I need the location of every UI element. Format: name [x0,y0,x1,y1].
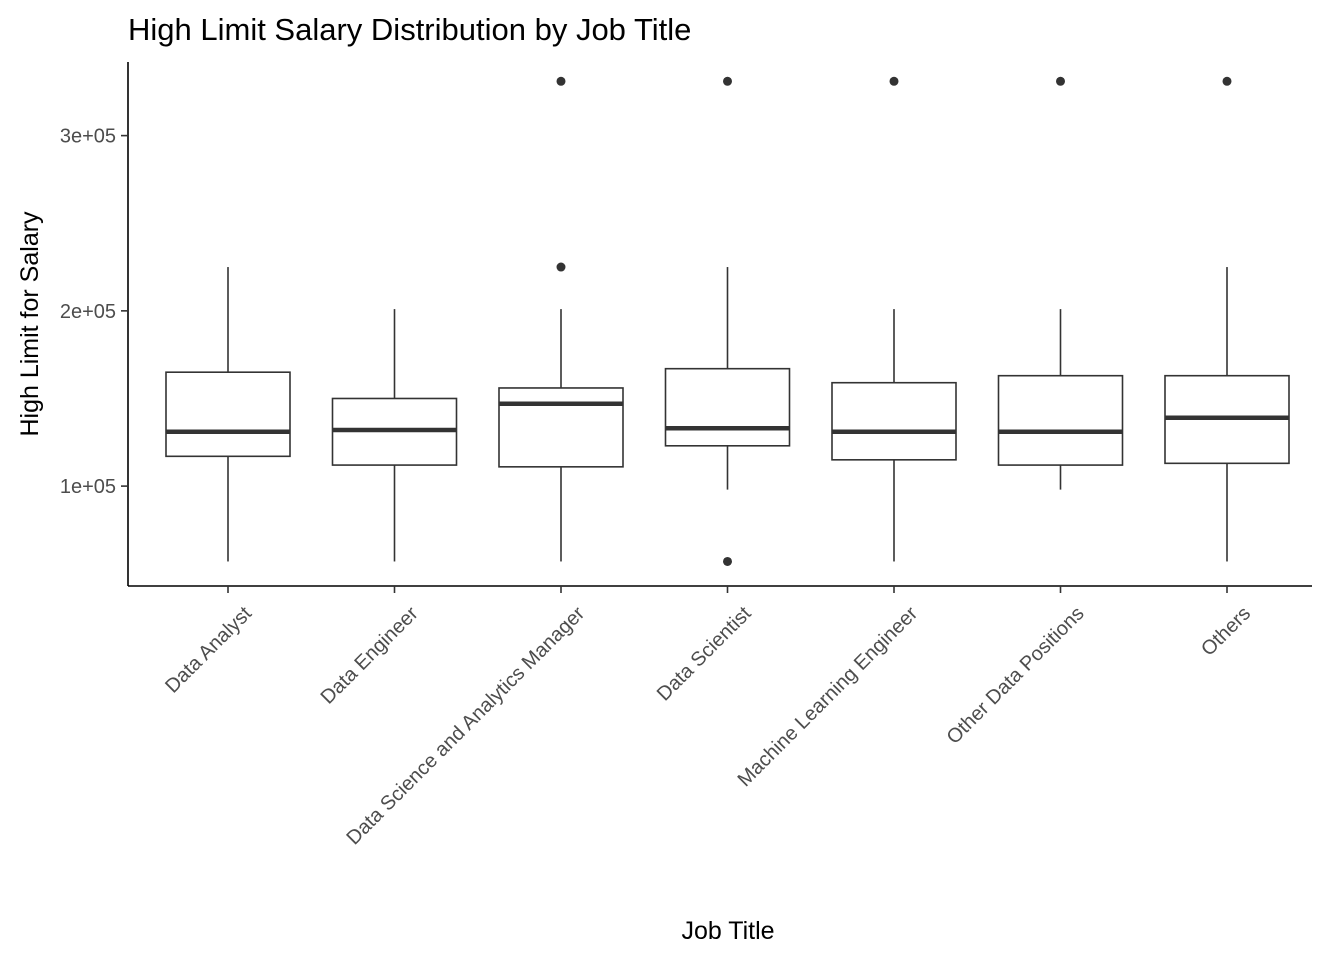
outlier-point [889,76,899,86]
outlier-point [1056,76,1065,86]
box [997,374,1124,466]
x-tick-label: Data Analyst [161,602,256,697]
outlier-point [1222,76,1232,86]
outlier-point [723,76,732,86]
x-tick-label: Data Engineer [317,602,423,708]
box-group-4 [664,76,791,566]
chart-title: High Limit Salary Distribution by Job Ti… [128,12,691,47]
outlier-point [723,556,732,566]
box-group-1 [165,267,291,562]
y-axis-ticks: 1e+05 2e+05 3e+05 [60,126,128,498]
x-tick-label: Others [1197,603,1255,661]
x-tick-label: Other Data Positions [943,603,1089,749]
box [498,387,624,468]
y-tick-label: 2e+05 [60,301,116,323]
box-group-5 [831,76,957,562]
box [831,381,957,461]
box-group-3 [498,76,624,562]
box [165,371,291,458]
box [664,367,791,447]
outlier-point [556,76,566,86]
y-axis-title: High Limit for Salary [16,211,44,437]
box-group-6 [997,76,1124,490]
box-group-2 [331,309,458,562]
x-tick-label: Data Scientist [653,602,756,705]
x-tick-label: Machine Learning Engineer [734,602,923,791]
y-tick-label: 3e+05 [60,126,116,148]
y-tick-label: 1e+05 [60,476,116,498]
box-group-7 [1164,76,1290,562]
x-axis-title: Job Title [681,917,774,945]
outlier-point [556,262,566,272]
plot-area [165,76,1290,566]
